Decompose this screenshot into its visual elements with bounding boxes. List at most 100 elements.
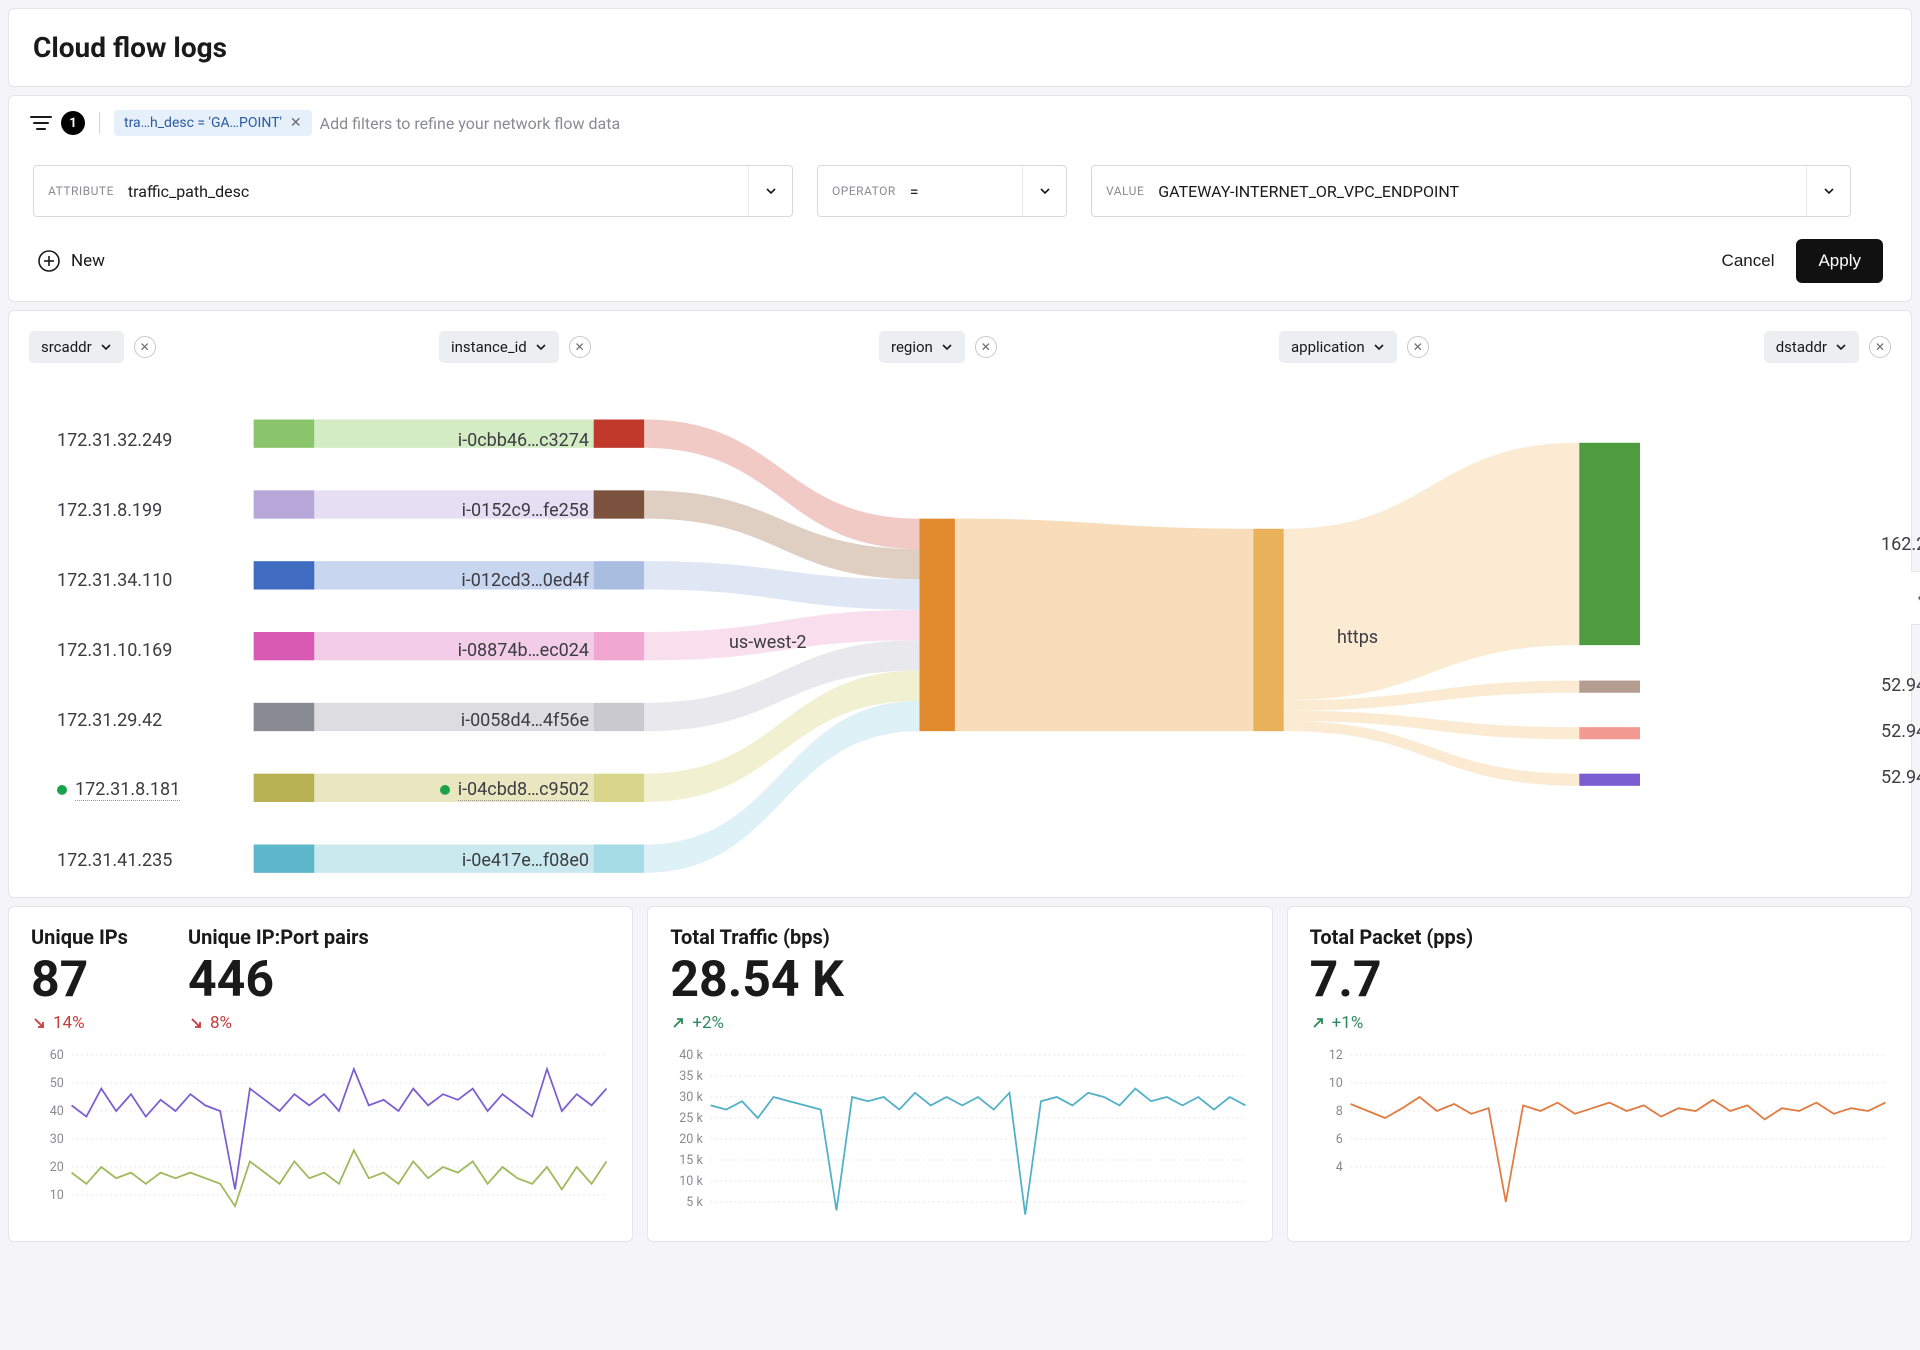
filter-bar: 1 tra…h_desc = 'GA…POINT' ✕ Add filters …	[9, 96, 1911, 155]
chevron-down-icon[interactable]	[1806, 166, 1850, 216]
filter-icon[interactable]	[29, 113, 53, 133]
application-label: https	[1337, 627, 1378, 648]
remove-dimension-icon[interactable]: ✕	[134, 336, 156, 358]
filter-inputs: ATTRIBUTE traffic_path_desc OPERATOR = V…	[9, 155, 1911, 217]
sankey-row-label: i-0152c9…fe258	[389, 475, 589, 545]
src-labels: 172.31.32.249172.31.8.199172.31.34.11017…	[57, 405, 180, 895]
sankey-row-label: i-0e417e…f08e0	[389, 825, 589, 895]
svg-text:20 k: 20 k	[680, 1132, 704, 1147]
svg-text:40: 40	[50, 1104, 64, 1119]
metric-value: 446	[188, 951, 369, 1009]
divider	[99, 112, 100, 134]
region-label: us-west-2	[729, 632, 807, 653]
sparkline-packets: 12 10 8 6 4	[1310, 1049, 1889, 1229]
metric-delta: +2%	[670, 1013, 724, 1033]
value-select[interactable]: VALUE GATEWAY-INTERNET_OR_VPC_ENDPOINT	[1091, 165, 1851, 217]
svg-text:4: 4	[1335, 1160, 1342, 1175]
chevron-down-icon	[100, 341, 112, 353]
metric-title: Total Packet (pps)	[1310, 925, 1889, 949]
filter-builder: 1 tra…h_desc = 'GA…POINT' ✕ Add filters …	[8, 95, 1912, 302]
new-label: New	[71, 251, 105, 271]
sankey-row-label: i-0058d4…4f56e	[389, 685, 589, 755]
dimension-pill[interactable]: instance_id	[439, 331, 559, 363]
sankey-row-label: i-08874b…ec024	[389, 615, 589, 685]
metric-value: 87	[31, 951, 128, 1009]
sankey-row-label: 172.31.29.42	[57, 685, 180, 755]
dimension-pills-row: srcaddr✕instance_id✕region✕application✕d…	[29, 329, 1891, 365]
dimension-pill-dstaddr: dstaddr ✕	[1764, 331, 1891, 363]
new-filter-button[interactable]: New	[37, 249, 105, 273]
attribute-label: ATTRIBUTE	[34, 184, 128, 198]
sankey-dst-label: 162.247.241.2	[1881, 532, 1920, 556]
attribute-value: traffic_path_desc	[128, 182, 748, 201]
chevron-down-icon[interactable]	[1022, 166, 1066, 216]
svg-text:6: 6	[1335, 1132, 1342, 1147]
svg-text:10: 10	[1328, 1076, 1342, 1091]
attribute-select[interactable]: ATTRIBUTE traffic_path_desc	[33, 165, 793, 217]
chevron-left-icon	[1916, 591, 1920, 605]
sankey-row-label: 172.31.41.235	[57, 825, 180, 895]
svg-text:5 k: 5 k	[687, 1195, 704, 1210]
svg-text:10: 10	[50, 1188, 64, 1203]
arrow-up-right-icon	[670, 1015, 686, 1031]
metric-delta: 14%	[31, 1013, 85, 1033]
metric-card-packets: Total Packet (pps) 7.7 +1% 12 10 8 6 4	[1287, 906, 1912, 1242]
sankey-row-label: 172.31.10.169	[57, 615, 180, 685]
chevron-down-icon	[535, 341, 547, 353]
dimension-pill[interactable]: region	[879, 331, 965, 363]
plus-circle-icon	[37, 249, 61, 273]
sankey-panel: srcaddr✕instance_id✕region✕application✕d…	[8, 310, 1912, 898]
sankey-row-label: 172.31.32.249	[57, 405, 180, 475]
remove-dimension-icon[interactable]: ✕	[1869, 336, 1891, 358]
remove-dimension-icon[interactable]: ✕	[1407, 336, 1429, 358]
operator-select[interactable]: OPERATOR =	[817, 165, 1067, 217]
close-icon[interactable]: ✕	[290, 115, 302, 131]
remove-dimension-icon[interactable]: ✕	[975, 336, 997, 358]
sankey-dst-label: 52.94.176.106	[1881, 673, 1920, 697]
dimension-pill-region: region ✕	[879, 331, 997, 363]
chevron-down-icon	[1373, 341, 1385, 353]
sankey-svg	[29, 377, 1891, 893]
filter-placeholder: Add filters to refine your network flow …	[320, 114, 621, 133]
value-label: VALUE	[1092, 184, 1158, 198]
filter-actions: New Cancel Apply	[9, 217, 1911, 283]
svg-text:8: 8	[1335, 1104, 1342, 1119]
sankey-row-label: i-04cbd8…c9502	[389, 755, 589, 825]
chevron-down-icon[interactable]	[748, 166, 792, 216]
chevron-down-icon	[941, 341, 953, 353]
metric-card-unique-ips: Unique IPs 87 14% Unique IP:Port pairs 4…	[8, 906, 633, 1242]
active-filter-chip[interactable]: tra…h_desc = 'GA…POINT' ✕	[114, 110, 312, 136]
metric-title: Unique IP:Port pairs	[188, 925, 369, 949]
svg-text:40 k: 40 k	[680, 1049, 704, 1063]
page-title: Cloud flow logs	[33, 31, 1887, 64]
svg-text:12: 12	[1328, 1049, 1342, 1063]
sparkline-unique-ips: 605040302010	[31, 1049, 610, 1229]
svg-text:30: 30	[50, 1132, 64, 1147]
svg-text:50: 50	[50, 1076, 64, 1091]
sparkline-traffic: 40 k35 k30 k25 k20 k15 k10 k5 k	[670, 1049, 1249, 1229]
svg-text:60: 60	[50, 1049, 64, 1063]
cancel-button[interactable]: Cancel	[1700, 239, 1797, 283]
arrow-down-right-icon	[188, 1015, 204, 1031]
sankey-row-label: i-0cbb46…c3274	[389, 405, 589, 475]
dimension-pill[interactable]: srcaddr	[29, 331, 124, 363]
metric-card-traffic: Total Traffic (bps) 28.54 K +2% 40 k35 k…	[647, 906, 1272, 1242]
svg-text:15 k: 15 k	[680, 1153, 704, 1168]
metric-delta: +1%	[1310, 1013, 1364, 1033]
chip-text: tra…h_desc = 'GA…POINT'	[124, 115, 282, 131]
sankey-chart: 172.31.32.249172.31.8.199172.31.34.11017…	[29, 377, 1891, 887]
dimension-pill[interactable]: application	[1279, 331, 1397, 363]
remove-dimension-icon[interactable]: ✕	[569, 336, 591, 358]
metric-title: Total Traffic (bps)	[670, 925, 1249, 949]
svg-text:25 k: 25 k	[680, 1111, 704, 1126]
dimension-pill[interactable]: dstaddr	[1764, 331, 1859, 363]
dimension-pill-srcaddr: srcaddr ✕	[29, 331, 156, 363]
metric-value: 28.54 K	[670, 951, 1249, 1009]
collapse-panel-button[interactable]	[1911, 571, 1920, 625]
metric-title: Unique IPs	[31, 925, 128, 949]
metric-value: 7.7	[1310, 951, 1889, 1009]
svg-text:30 k: 30 k	[680, 1090, 704, 1105]
apply-button[interactable]: Apply	[1796, 239, 1883, 283]
filter-count-badge: 1	[61, 111, 85, 135]
page-header: Cloud flow logs	[8, 8, 1912, 87]
